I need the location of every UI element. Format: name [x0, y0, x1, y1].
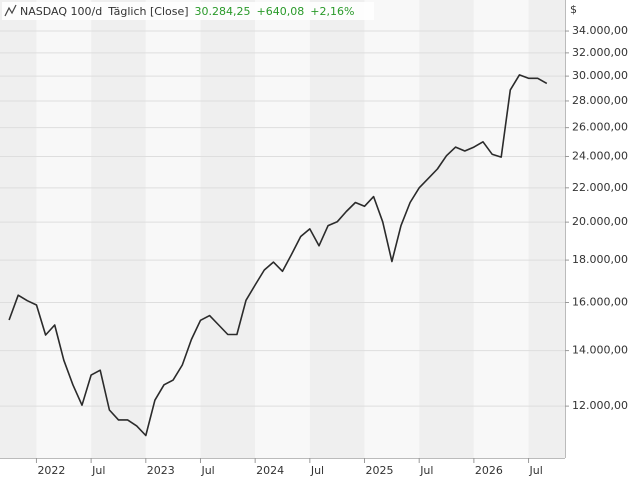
- chart-title: NASDAQ 100/d: [20, 5, 102, 18]
- price-line: [8, 74, 548, 437]
- change-pct: +2,16%: [310, 5, 354, 18]
- y-tick-label: 16.000,00: [572, 296, 628, 309]
- x-tick-label: Jul: [91, 464, 105, 477]
- y-tick-label: 12.000,00: [572, 399, 628, 412]
- y-tick-label: 14.000,00: [572, 344, 628, 357]
- y-tick-label: 20.000,00: [572, 215, 628, 228]
- background-band: [364, 0, 420, 458]
- chart-subtitle: Täglich [Close]: [107, 5, 188, 18]
- background-band: [419, 0, 474, 458]
- background-band: [255, 0, 310, 458]
- background-band: [36, 0, 92, 458]
- y-tick-label: 24.000,00: [572, 149, 628, 162]
- background-band: [528, 0, 565, 458]
- background-band: [91, 0, 146, 458]
- y-tick-label: 28.000,00: [572, 94, 628, 107]
- x-tick-label: Jul: [419, 464, 433, 477]
- x-tick-label: 2024: [256, 464, 284, 477]
- y-tick-label: 34.000,00: [572, 24, 628, 37]
- background-band: [200, 0, 256, 458]
- background-band: [0, 0, 37, 458]
- plot: [8, 74, 548, 437]
- background-band: [473, 0, 529, 458]
- last-value: 30.284,25: [195, 5, 251, 18]
- grid: [0, 30, 565, 407]
- x-tick-label: 2023: [147, 464, 175, 477]
- y-tick-label: 32.000,00: [572, 46, 628, 59]
- y-tick-label: 30.000,00: [572, 69, 628, 82]
- x-tick-label: Jul: [529, 464, 543, 477]
- y-unit: $: [570, 3, 577, 16]
- x-tick-label: 2022: [37, 464, 65, 477]
- y-tick-label: 22.000,00: [572, 181, 628, 194]
- x-tick-label: 2026: [475, 464, 503, 477]
- x-tick-label: 2025: [366, 464, 394, 477]
- y-tick-label: 18.000,00: [572, 253, 628, 266]
- line-icon: [4, 4, 17, 17]
- legend-box: [2, 2, 374, 20]
- x-tick-label: Jul: [200, 464, 214, 477]
- y-tick-label: 26.000,00: [572, 121, 628, 134]
- background-bands: [0, 0, 565, 458]
- background-band: [145, 0, 201, 458]
- change: +640,08: [257, 5, 305, 18]
- x-tick-label: Jul: [310, 464, 324, 477]
- background-band: [309, 0, 365, 458]
